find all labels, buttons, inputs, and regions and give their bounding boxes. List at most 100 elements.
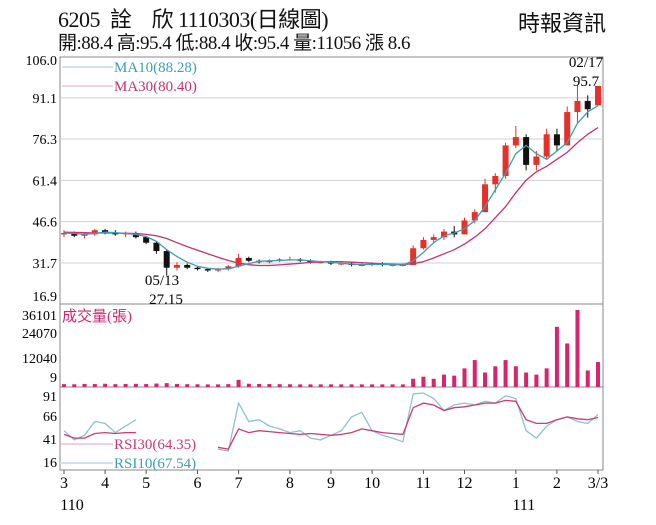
- high-date-annotation: 02/17: [569, 55, 604, 71]
- volume-bar: [421, 376, 426, 387]
- volume-bar: [154, 383, 159, 387]
- volume-bar: [226, 384, 231, 387]
- candle-body: [153, 242, 160, 252]
- candle-body: [225, 266, 232, 270]
- volume-bar: [370, 384, 375, 387]
- volume-bar: [390, 384, 395, 387]
- x-tick-label: 6: [194, 475, 202, 492]
- x-year-label: 110: [60, 497, 83, 514]
- volume-bar: [524, 372, 529, 387]
- source-label: 時報資訊: [518, 11, 607, 36]
- x-tick-label: 12: [457, 475, 473, 492]
- candle-body: [461, 220, 468, 235]
- volume-bar: [400, 384, 405, 387]
- x-tick-label: 10: [364, 475, 380, 492]
- candle-body: [184, 264, 191, 268]
- volume-bar: [298, 384, 303, 387]
- candle-body: [584, 100, 591, 110]
- candle-body: [482, 184, 489, 213]
- volume-bar: [554, 326, 559, 387]
- chart-title: 6205 詮 欣 1110303(日線圖): [58, 7, 329, 32]
- quote-summary: 開:88.4 高:95.4 低:88.4 收:95.4 量:11056 漲 8.…: [58, 33, 410, 54]
- candle-body: [358, 264, 365, 266]
- candle-body: [440, 231, 447, 238]
- candle-body: [553, 134, 560, 146]
- volume-bar: [329, 384, 333, 387]
- volume-bar: [72, 384, 77, 387]
- rsi10-line: [63, 392, 599, 452]
- candle-body: [471, 212, 478, 221]
- volume-bar: [575, 310, 580, 387]
- volume-axis-label: 成交量(張): [62, 307, 132, 325]
- volume-bar: [380, 384, 385, 387]
- price-tick-label: 61.4: [33, 174, 58, 189]
- candle-body: [266, 260, 273, 263]
- x-tick-label: 11: [416, 475, 431, 492]
- volume-panel: [59, 303, 604, 388]
- ma10-legend: MA10(88.28): [114, 60, 197, 76]
- price-tick-label: 16.9: [33, 290, 58, 305]
- x-tick-label: 2: [553, 475, 561, 492]
- volume-bar: [123, 383, 128, 387]
- volume-bar: [411, 378, 416, 387]
- candle-body: [430, 237, 437, 240]
- volume-bar: [441, 374, 446, 387]
- x-tick-label: 3/3: [588, 475, 608, 492]
- volume-bar: [144, 384, 149, 387]
- volume-bar: [462, 368, 467, 387]
- ma30-legend: MA30(80.40): [114, 79, 197, 95]
- price-tick-label: 106.0: [26, 54, 58, 69]
- ma10-line: [63, 105, 599, 270]
- x-tick-label: 9: [327, 475, 335, 492]
- volume-bar: [246, 383, 251, 387]
- rsi-tick-label: 66: [43, 410, 57, 425]
- volume-bar: [493, 366, 498, 387]
- candle-body: [492, 175, 499, 185]
- volume-bar: [257, 383, 262, 387]
- price-tick-label: 76.3: [33, 133, 58, 148]
- volume-bar: [133, 383, 138, 387]
- volume-bar: [565, 343, 570, 387]
- candle-body: [71, 232, 78, 236]
- candle-body: [533, 156, 540, 165]
- volume-bar: [216, 384, 221, 387]
- candle-body: [502, 145, 509, 176]
- x-tick-label: 3: [60, 475, 68, 492]
- low-value-annotation: 27.15: [149, 292, 183, 308]
- volume-bar: [92, 384, 97, 387]
- volume-bar: [339, 384, 344, 387]
- volume-bar: [534, 374, 539, 387]
- candle-body: [235, 257, 242, 267]
- volume-bar: [267, 384, 272, 387]
- price-tick-label: 31.7: [33, 257, 58, 272]
- volume-bar: [349, 384, 354, 387]
- candle-body: [173, 264, 180, 268]
- volume-bar: [308, 384, 313, 387]
- rsi-tick-label: 16: [43, 456, 57, 471]
- volume-bar: [164, 383, 169, 387]
- volume-tick-label: 12040: [22, 352, 57, 367]
- candle-body: [338, 263, 345, 265]
- volume-bar: [82, 383, 87, 387]
- volume-bar: [103, 383, 108, 387]
- low-date-annotation: 05/13: [145, 273, 179, 289]
- volume-tick-label: 24070: [22, 327, 57, 342]
- volume-bar: [287, 384, 292, 387]
- candle-body: [307, 260, 314, 263]
- candle-body: [194, 267, 201, 270]
- volume-bar: [174, 383, 179, 387]
- volume-tick-label: 9: [50, 371, 57, 386]
- candle-body: [410, 248, 417, 265]
- candle-body: [574, 100, 581, 113]
- volume-bar: [544, 368, 549, 387]
- x-tick-label: 5: [142, 475, 150, 492]
- volume-bar: [483, 372, 488, 387]
- x-tick-label: 8: [286, 475, 294, 492]
- volume-bar: [185, 384, 190, 387]
- candle-body: [91, 230, 98, 235]
- rsi30-line: [63, 399, 599, 450]
- x-year-label: 111: [512, 497, 535, 514]
- x-tick-label: 7: [235, 475, 243, 492]
- volume-bar: [62, 384, 66, 387]
